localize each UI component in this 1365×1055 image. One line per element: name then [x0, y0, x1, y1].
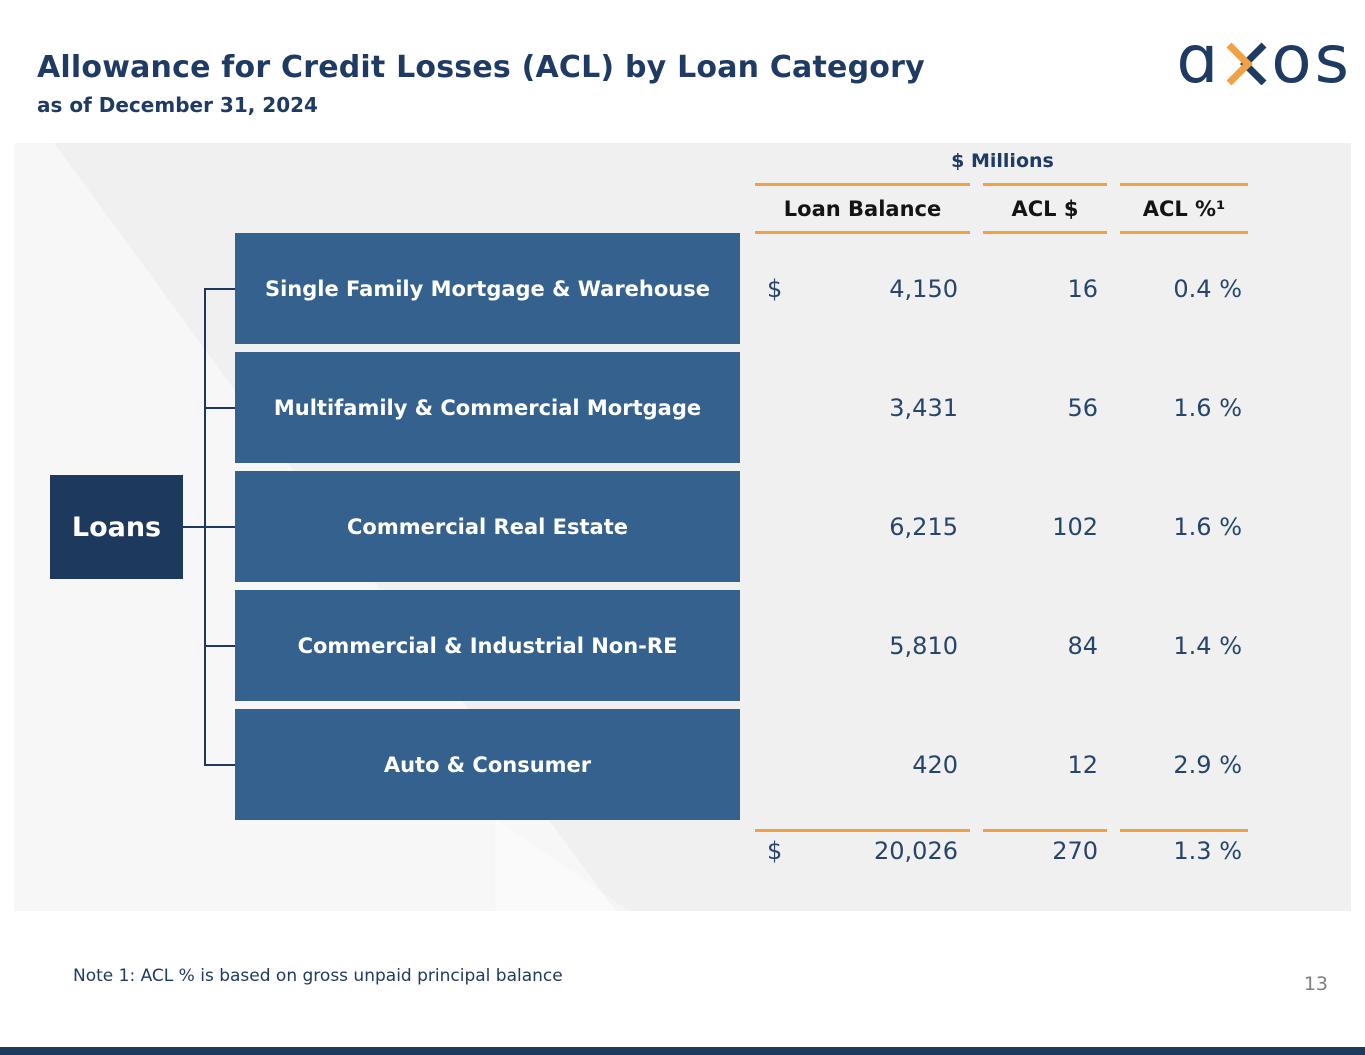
tree-connector-trunk: [204, 288, 206, 766]
category-label: Single Family Mortgage & Warehouse: [264, 276, 710, 301]
category-box-single-family: Single Family Mortgage & Warehouse: [235, 233, 740, 344]
acl-dollar-cell: 56: [1067, 394, 1098, 422]
loan-balance-cell: 420: [755, 750, 970, 780]
loan-balance-cell: 5,810: [755, 631, 970, 661]
acl-dollar-cell: 102: [1052, 513, 1098, 541]
units-label: $ Millions: [951, 150, 1054, 172]
logo-x-icon: [1226, 42, 1267, 85]
loan-balance-cell: 6,215: [755, 512, 970, 542]
bottom-accent-bar: [0, 1047, 1365, 1055]
category-label: Commercial Real Estate: [347, 514, 628, 539]
tree-connector-branch-4: [206, 645, 235, 647]
acl-percent-cell: 2.9 %: [1173, 751, 1242, 779]
footnote: Note 1: ACL % is based on gross unpaid p…: [73, 966, 563, 986]
acl-percent-cell: 1.6 %: [1173, 513, 1242, 541]
total-rule-acl-dollars: [983, 829, 1107, 832]
loan-balance-value: 420: [912, 751, 958, 779]
category-box-ci-non-re: Commercial & Industrial Non-RE: [235, 590, 740, 701]
tree-connector-root: [183, 526, 206, 528]
tree-connector-branch-2: [206, 407, 235, 409]
axos-logo: ɑ os: [1176, 21, 1352, 98]
acl-dollar-cell: 12: [1067, 751, 1098, 779]
category-box-multifamily: Multifamily & Commercial Mortgage: [235, 352, 740, 463]
acl-percent-cell: 0.4 %: [1173, 275, 1242, 303]
currency-sign: $: [767, 275, 783, 303]
column-header-acl-percent: ACL %¹: [1120, 183, 1248, 234]
loans-root-box: Loans: [50, 475, 183, 579]
loan-balance-cell: 3,431: [755, 393, 970, 423]
loan-balance-value: 6,215: [889, 513, 958, 541]
logo-letter-a: ɑ: [1176, 21, 1222, 98]
total-rule-loan-balance: [755, 829, 970, 832]
page-number: 13: [1303, 973, 1328, 995]
total-acl-percent-cell: 1.3 %: [1173, 837, 1242, 865]
loan-balance-value: 3,431: [889, 394, 958, 422]
loan-balance-value: 5,810: [889, 632, 958, 660]
tree-connector-branch-1: [206, 288, 235, 290]
total-loan-balance-cell: $ 20,026: [755, 836, 970, 866]
category-label: Multifamily & Commercial Mortgage: [273, 395, 702, 420]
category-label: Commercial & Industrial Non-RE: [297, 633, 678, 658]
acl-dollar-cell: 16: [1067, 275, 1098, 303]
logo-letters-os: os: [1271, 21, 1352, 98]
currency-sign: $: [767, 837, 783, 865]
acl-percent-cell: 1.4 %: [1173, 632, 1242, 660]
total-acl-dollar-cell: 270: [1052, 837, 1098, 865]
total-rule-acl-percent: [1120, 829, 1248, 832]
loan-balance-cell: $ 4,150: [755, 274, 970, 304]
page-subtitle: as of December 31, 2024: [37, 93, 318, 117]
total-loan-balance-value: 20,026: [874, 837, 958, 865]
tree-connector-branch-3: [206, 526, 235, 528]
category-label: Auto & Consumer: [383, 752, 592, 777]
loans-root-label: Loans: [71, 511, 162, 543]
tree-connector-branch-5: [206, 764, 235, 766]
page-title: Allowance for Credit Losses (ACL) by Loa…: [37, 50, 925, 85]
column-header-acl-dollars: ACL $: [983, 183, 1107, 234]
category-box-auto-consumer: Auto & Consumer: [235, 709, 740, 820]
category-box-cre: Commercial Real Estate: [235, 471, 740, 582]
loan-balance-value: 4,150: [889, 275, 958, 303]
acl-percent-cell: 1.6 %: [1173, 394, 1242, 422]
acl-dollar-cell: 84: [1067, 632, 1098, 660]
column-header-loan-balance: Loan Balance: [755, 183, 970, 234]
